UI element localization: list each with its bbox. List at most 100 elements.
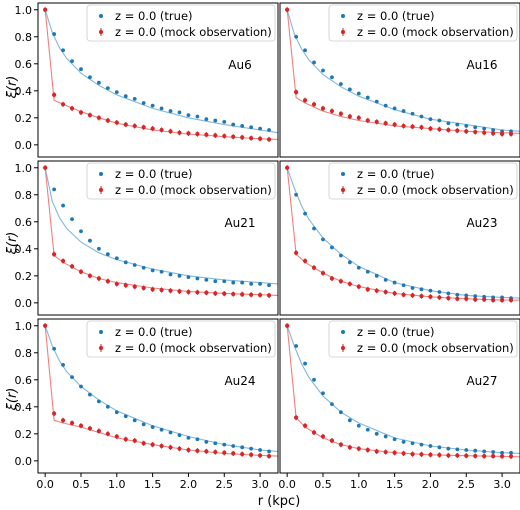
true-point	[455, 122, 460, 127]
y-tick-label: 1.0	[15, 162, 33, 175]
x-tick-label: 1.5	[386, 478, 404, 491]
true-point	[437, 290, 442, 294]
mock-point	[455, 453, 460, 458]
mock-point	[356, 115, 361, 120]
mock-point	[428, 294, 433, 299]
true-point	[258, 126, 262, 131]
legend-true-marker	[99, 14, 103, 18]
y-tick-label: 0.4	[15, 243, 33, 256]
legend-box	[328, 4, 518, 42]
true-point	[365, 95, 370, 100]
true-point	[437, 118, 442, 123]
x-tick-label: 2.5	[458, 478, 476, 491]
panel-au23: z = 0.0 (true) z = 0.0 (mock observation)…	[279, 160, 520, 316]
mock-point	[285, 7, 290, 12]
true-point	[473, 125, 478, 130]
x-tick-label: 2.0	[180, 478, 198, 491]
true-point	[231, 122, 236, 127]
true-point	[464, 293, 469, 298]
mock-point	[96, 115, 101, 120]
mock-point	[347, 281, 352, 287]
mock-point	[52, 252, 57, 257]
mock-point	[464, 296, 469, 301]
mock-point	[177, 289, 182, 294]
y-tick-label: 0.8	[15, 189, 33, 202]
panel-title: Au21	[224, 216, 255, 230]
mock-point	[419, 125, 424, 130]
legend-true-marker	[341, 172, 345, 176]
legend-true-marker	[99, 172, 103, 176]
true-point	[419, 114, 424, 119]
true-point	[410, 111, 415, 116]
true-point	[401, 283, 406, 288]
axes-frame	[37, 160, 279, 316]
true-point	[70, 59, 74, 63]
mock-point	[78, 269, 84, 274]
mock-point	[177, 130, 182, 135]
true-point	[96, 80, 101, 85]
true-point	[150, 425, 155, 429]
true-point	[303, 48, 307, 53]
true-point	[204, 117, 209, 122]
true-point	[365, 269, 370, 274]
mock-point	[60, 102, 66, 107]
legend-mock-marker	[98, 29, 104, 35]
mock-point	[285, 323, 290, 328]
true-point	[446, 121, 451, 126]
mock-point	[69, 420, 75, 426]
mock-point	[123, 122, 128, 127]
true-point	[177, 273, 182, 278]
mock-point	[446, 296, 451, 301]
legend-mock-marker	[340, 345, 346, 351]
mock-point	[437, 295, 442, 300]
mock-point	[132, 284, 137, 289]
mock-point	[356, 446, 361, 451]
true-point	[258, 448, 262, 452]
true-point	[294, 34, 299, 39]
true-point	[392, 280, 397, 285]
true-point	[294, 192, 299, 197]
mock-point	[392, 450, 397, 455]
true-point	[356, 265, 361, 270]
true-point	[213, 441, 218, 446]
true-point	[446, 446, 451, 451]
mock-point	[473, 129, 478, 135]
x-tick-label: 3.0	[251, 478, 269, 491]
true-point	[428, 288, 433, 293]
x-tick-label: 3.0	[493, 478, 511, 491]
mock-point	[499, 454, 505, 459]
true-point	[330, 402, 334, 407]
legend-true-label: z = 0.0 (true)	[357, 9, 435, 23]
true-point	[410, 286, 415, 290]
panel-title: Au27	[466, 374, 497, 388]
y-tick-label: 1.0	[15, 4, 33, 17]
legend-mock-label: z = 0.0 (mock observation)	[357, 341, 514, 355]
mock-fit-line	[286, 9, 520, 134]
true-point	[114, 410, 119, 415]
true-point	[222, 279, 227, 284]
true-point	[52, 32, 57, 36]
mock-point	[204, 449, 209, 454]
legend-mock-marker	[98, 345, 104, 351]
mock-point	[410, 451, 415, 457]
mock-point	[60, 258, 66, 264]
true-point	[401, 109, 406, 113]
mock-point	[294, 250, 299, 255]
true-point	[159, 269, 164, 274]
true-point	[473, 448, 478, 453]
mock-point	[69, 264, 75, 269]
true-point	[374, 273, 379, 278]
mock-point	[508, 298, 514, 303]
mock-point	[186, 289, 191, 295]
true-point	[473, 294, 478, 298]
y-tick-label: 0.6	[15, 216, 33, 229]
true-point	[222, 442, 227, 447]
legend-box	[86, 320, 276, 358]
y-tick-label: 0.8	[15, 31, 33, 44]
legend-true-label: z = 0.0 (true)	[115, 9, 193, 23]
true-fit-line	[286, 325, 520, 454]
y-tick-label: 0.4	[15, 85, 33, 98]
y-tick-label: 1.0	[15, 320, 33, 333]
mock-point	[60, 418, 66, 423]
x-tick-label: 1.5	[144, 478, 162, 491]
